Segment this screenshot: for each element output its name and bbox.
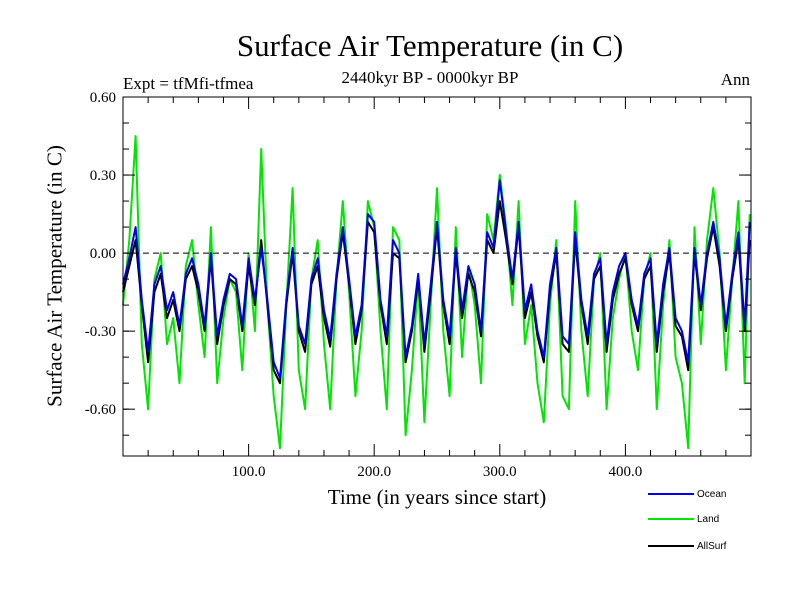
series-line-ocean	[122, 179, 751, 379]
x-tick-label: 300.0	[483, 464, 517, 480]
y-tick-label: -0.60	[85, 402, 116, 418]
y-tick-label: 0.30	[90, 168, 116, 184]
legend-label-land: Land	[697, 514, 719, 525]
chart-subtitle: 2440kyr BP - 0000kyr BP	[341, 68, 519, 87]
x-axis-label: Time (in years since start)	[327, 485, 547, 509]
x-tick-label: 400.0	[609, 464, 643, 480]
y-tick-label: -0.30	[85, 324, 116, 340]
y-tick-label: 0.00	[90, 246, 116, 262]
series-layer	[122, 135, 751, 450]
y-tick-label: 0.60	[90, 90, 116, 106]
legend-label-ocean: Ocean	[697, 489, 726, 500]
x-tick-label: 200.0	[357, 464, 391, 480]
legend-layer: Ocean Land AllSurf	[648, 489, 727, 552]
series-line-land	[122, 135, 751, 450]
chart-title: Surface Air Temperature (in C)	[236, 28, 624, 63]
experiment-label: Expt = tfMfi-tfmea	[123, 74, 254, 93]
x-tick-label: 100.0	[232, 464, 266, 480]
axis-layer: 0.60 0.30 0.00 -0.30 -0.60 100.0 200.0 300.0 400…	[85, 90, 752, 480]
plot-frame	[122, 96, 752, 457]
season-label: Ann	[720, 70, 750, 89]
legend-label-allsurf: AllSurf	[697, 541, 727, 552]
